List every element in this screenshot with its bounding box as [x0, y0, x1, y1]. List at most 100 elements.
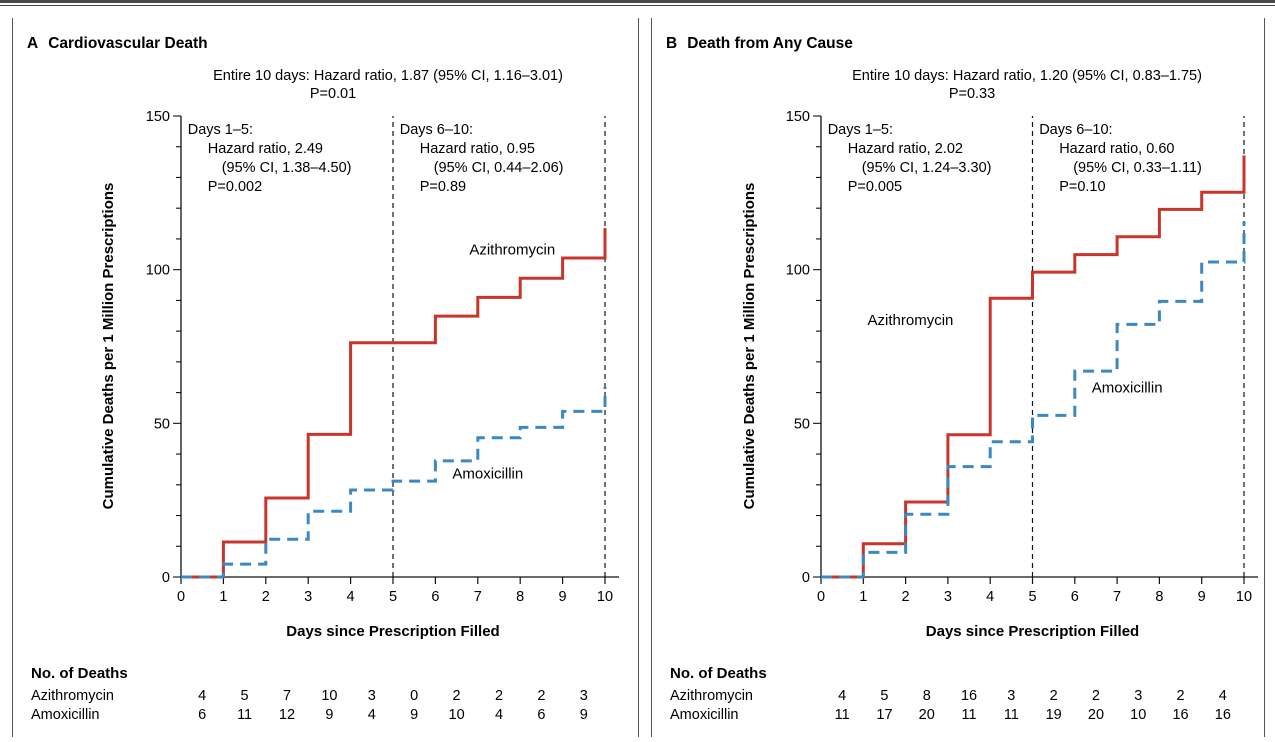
pb-overall-hazard: Entire 10 days: Hazard ratio, 1.20 (95% … — [852, 68, 1202, 84]
pb-x-tick-label: 5 — [1028, 589, 1036, 605]
pa-title-text: Cardiovascular Death — [48, 35, 207, 52]
panel-a: A Cardiovascular Death Entire 10 days: Haz… — [12, 18, 639, 737]
pa-deaths-cell: 3 — [368, 688, 376, 704]
pb-x-tick-label: 3 — [944, 589, 952, 605]
pa-x-tick-label: 5 — [389, 589, 397, 605]
pb-deaths-cell: 11 — [962, 707, 977, 723]
pb-period-annotation-2: (95% CI, 0.33–1.11) — [1073, 160, 1202, 176]
pa-deaths-cell: 4 — [198, 688, 206, 704]
pa-deaths-cell: 4 — [495, 707, 503, 723]
pb-deaths-cell: 5 — [880, 688, 888, 704]
pb-y-tick-label: 150 — [786, 109, 810, 125]
pa-x-axis-label: Days since Prescription Filled — [286, 623, 499, 640]
pb-overall-p: P=0.33 — [949, 86, 995, 102]
pa-deaths-cell: 7 — [283, 688, 291, 704]
pb-deaths-cell: 11 — [835, 707, 850, 723]
pb-x-axis-label: Days since Prescription Filled — [926, 623, 1139, 640]
pa-deaths-cell: 6 — [198, 707, 206, 723]
top-rule — [0, 0, 1275, 6]
pb-deaths-cell: 17 — [876, 707, 892, 723]
chart-panel-a: A Cardiovascular Death Entire 10 days: Haz… — [13, 18, 638, 737]
pb-deaths-table-header: No. of Deaths — [670, 665, 767, 682]
pb-y-tick-label: 100 — [786, 263, 810, 279]
pa-deaths-cell: 0 — [410, 688, 418, 704]
pa-period-annotation-2: Hazard ratio, 0.95 — [420, 141, 535, 157]
pb-x-tick-label: 1 — [859, 589, 867, 605]
pa-y-tick-label: 0 — [162, 570, 170, 586]
pa-deaths-cell: 3 — [580, 688, 588, 704]
pa-y-tick-label: 50 — [154, 416, 170, 432]
pb-deaths-cell: 8 — [923, 688, 931, 704]
pb-deaths-cell: 4 — [1219, 688, 1227, 704]
pb-deaths-cell: 11 — [1004, 707, 1019, 723]
pb-deaths-cell: 19 — [1046, 707, 1062, 723]
pb-chart-title: B Death from Any Cause — [666, 35, 853, 52]
pa-x-tick-label: 6 — [431, 589, 439, 605]
pb-period-annotation-2: Hazard ratio, 0.60 — [1059, 141, 1174, 157]
pb-series-label-azithromycin: Azithromycin — [868, 312, 954, 329]
pa-deaths-cell: 2 — [453, 688, 461, 704]
pb-deaths-cell: 3 — [1007, 688, 1015, 704]
pa-period-annotation-2: (95% CI, 0.44–2.06) — [434, 160, 564, 176]
pa-chart-title: A Cardiovascular Death — [27, 35, 208, 52]
pb-deaths-cell: 16 — [961, 688, 977, 704]
pa-deaths-cell: 2 — [495, 688, 503, 704]
pa-x-tick-label: 7 — [474, 589, 482, 605]
pb-x-tick-label: 9 — [1198, 589, 1206, 605]
pa-panel-letter: A — [27, 35, 38, 52]
pa-x-tick-label: 10 — [597, 589, 613, 605]
pb-period-annotation-2: P=0.10 — [1059, 179, 1105, 195]
pb-x-tick-label: 6 — [1071, 589, 1079, 605]
pa-deaths-cell: 9 — [580, 707, 588, 723]
pa-x-tick-label: 8 — [516, 589, 524, 605]
pa-x-tick-label: 0 — [177, 589, 185, 605]
pa-deaths-cell: 12 — [279, 707, 295, 723]
pb-deaths-row-label: Azithromycin — [670, 688, 753, 704]
pb-series-label-amoxicillin: Amoxicillin — [1092, 380, 1163, 397]
pa-period-annotation-1: (95% CI, 1.38–4.50) — [222, 160, 352, 176]
pb-deaths-cell: 10 — [1130, 707, 1146, 723]
pa-deaths-cell: 6 — [537, 707, 545, 723]
pa-series-label-amoxicillin: Amoxicillin — [452, 466, 523, 483]
pb-period-annotation-1: Days 1–5: — [828, 122, 893, 138]
pb-x-tick-label: 2 — [902, 589, 910, 605]
pb-x-tick-label: 4 — [986, 589, 994, 605]
pb-period-annotation-1: P=0.005 — [848, 179, 902, 195]
pb-period-annotation-2: Days 6–10: — [1039, 122, 1112, 138]
pb-deaths-cell: 2 — [1050, 688, 1058, 704]
pb-y-tick-label: 50 — [794, 416, 810, 432]
pa-deaths-cell: 10 — [449, 707, 465, 723]
pb-x-tick-label: 8 — [1155, 589, 1163, 605]
pa-overall-hazard: Entire 10 days: Hazard ratio, 1.87 (95% … — [213, 68, 563, 84]
pa-period-annotation-1: P=0.002 — [208, 179, 262, 195]
pb-deaths-cell: 2 — [1092, 688, 1100, 704]
pa-period-annotation-2: P=0.89 — [420, 179, 466, 195]
panel-b: B Death from Any Cause Entire 10 days: Haz… — [651, 18, 1265, 737]
pb-title-text: Death from Any Cause — [687, 35, 853, 52]
pa-deaths-cell: 4 — [368, 707, 376, 723]
pa-deaths-cell: 5 — [241, 688, 249, 704]
pb-y-tick-label: 0 — [802, 570, 810, 586]
pa-deaths-table-header: No. of Deaths — [31, 665, 128, 682]
pb-deaths-cell: 2 — [1177, 688, 1185, 704]
pa-x-tick-label: 1 — [219, 589, 227, 605]
pb-deaths-cell: 20 — [919, 707, 935, 723]
pb-deaths-cell: 20 — [1088, 707, 1104, 723]
pb-panel-letter: B — [666, 35, 677, 52]
pb-x-tick-label: 7 — [1113, 589, 1121, 605]
pa-deaths-cell: 9 — [325, 707, 333, 723]
pa-deaths-row-label: Amoxicillin — [31, 707, 100, 723]
pb-deaths-row-label: Amoxicillin — [670, 707, 739, 723]
pa-x-tick-label: 3 — [304, 589, 312, 605]
pa-x-tick-label: 2 — [262, 589, 270, 605]
pb-period-annotation-1: (95% CI, 1.24–3.30) — [862, 160, 992, 176]
pb-deaths-cell: 16 — [1172, 707, 1188, 723]
pb-deaths-cell: 4 — [838, 688, 846, 704]
pb-x-tick-label: 0 — [817, 589, 825, 605]
pa-deaths-cell: 2 — [537, 688, 545, 704]
pa-y-axis-label: Cumulative Deaths per 1 Million Prescrip… — [100, 183, 117, 510]
pa-x-tick-label: 4 — [347, 589, 355, 605]
pa-y-tick-label: 100 — [146, 263, 170, 279]
pb-deaths-cell: 3 — [1134, 688, 1142, 704]
pa-deaths-cell: 10 — [321, 688, 337, 704]
